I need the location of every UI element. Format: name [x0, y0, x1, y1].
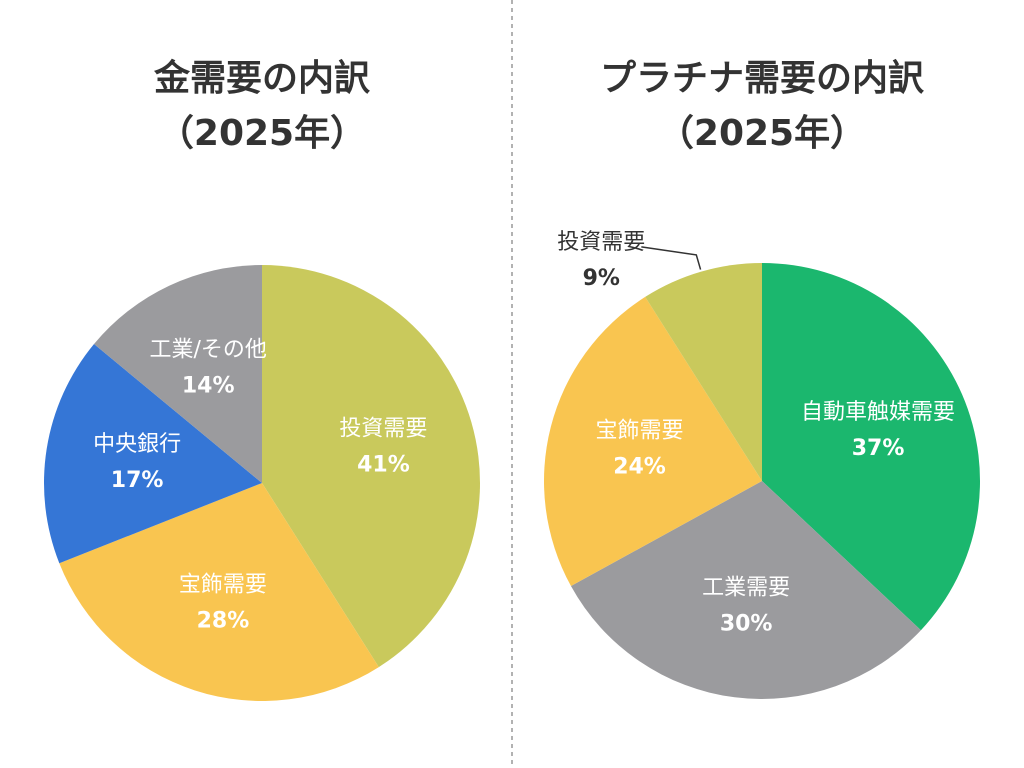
pie-slice — [762, 263, 980, 631]
chart-subtitle: （2025年） — [658, 113, 866, 154]
chart-title: 金需要の内訳 — [153, 57, 371, 99]
slice-label: 工業/その他 — [149, 338, 266, 363]
value-label: 41% — [357, 453, 410, 478]
pie-slice — [645, 263, 762, 481]
value-label: 17% — [111, 468, 164, 493]
slice-label: 中央銀行 — [93, 432, 181, 457]
pie-slice — [94, 265, 263, 483]
leader-line — [641, 246, 702, 270]
pie-slice — [262, 265, 480, 668]
chart-title: プラチナ需要の内訳 — [600, 58, 925, 99]
slice-label: 工業需要 — [702, 575, 790, 600]
value-label: 37% — [852, 436, 905, 461]
pie-slice — [570, 481, 921, 699]
slice-label: 宝飾需要 — [596, 419, 684, 444]
value-label: 14% — [182, 374, 235, 399]
slice-label: 自動車触媒需要 — [801, 400, 955, 425]
slice-label: 投資需要 — [557, 230, 645, 255]
pie-slice — [44, 344, 263, 564]
slice-label: 投資需要 — [339, 417, 427, 442]
value-label: 28% — [197, 608, 250, 633]
slice-label: 宝飾需要 — [179, 572, 267, 597]
chart-subtitle: （2025年） — [158, 113, 366, 154]
pie-slice — [59, 483, 379, 701]
value-label: 24% — [613, 455, 666, 480]
value-label: 30% — [720, 611, 773, 636]
value-label: 9% — [583, 266, 620, 291]
pie-slice — [544, 296, 762, 587]
